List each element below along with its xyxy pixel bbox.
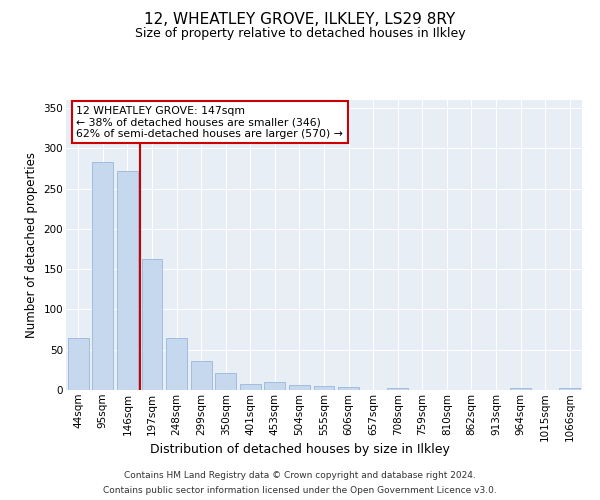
Text: 12 WHEATLEY GROVE: 147sqm
← 38% of detached houses are smaller (346)
62% of semi: 12 WHEATLEY GROVE: 147sqm ← 38% of detac…: [76, 106, 343, 139]
Text: Distribution of detached houses by size in Ilkley: Distribution of detached houses by size …: [150, 442, 450, 456]
Text: Size of property relative to detached houses in Ilkley: Size of property relative to detached ho…: [134, 28, 466, 40]
Text: Contains HM Land Registry data © Crown copyright and database right 2024.: Contains HM Land Registry data © Crown c…: [124, 471, 476, 480]
Bar: [265, 382, 286, 390]
Bar: [142, 258, 163, 390]
Bar: [314, 386, 334, 390]
Bar: [191, 361, 212, 390]
Bar: [338, 387, 359, 390]
Bar: [166, 338, 187, 390]
Text: 12, WHEATLEY GROVE, ILKLEY, LS29 8RY: 12, WHEATLEY GROVE, ILKLEY, LS29 8RY: [145, 12, 455, 28]
Bar: [387, 388, 408, 390]
Bar: [68, 338, 89, 390]
Bar: [559, 388, 580, 390]
Bar: [510, 388, 531, 390]
Y-axis label: Number of detached properties: Number of detached properties: [25, 152, 38, 338]
Bar: [117, 171, 138, 390]
Text: Contains public sector information licensed under the Open Government Licence v3: Contains public sector information licen…: [103, 486, 497, 495]
Bar: [240, 384, 261, 390]
Bar: [92, 162, 113, 390]
Bar: [215, 373, 236, 390]
Bar: [289, 385, 310, 390]
